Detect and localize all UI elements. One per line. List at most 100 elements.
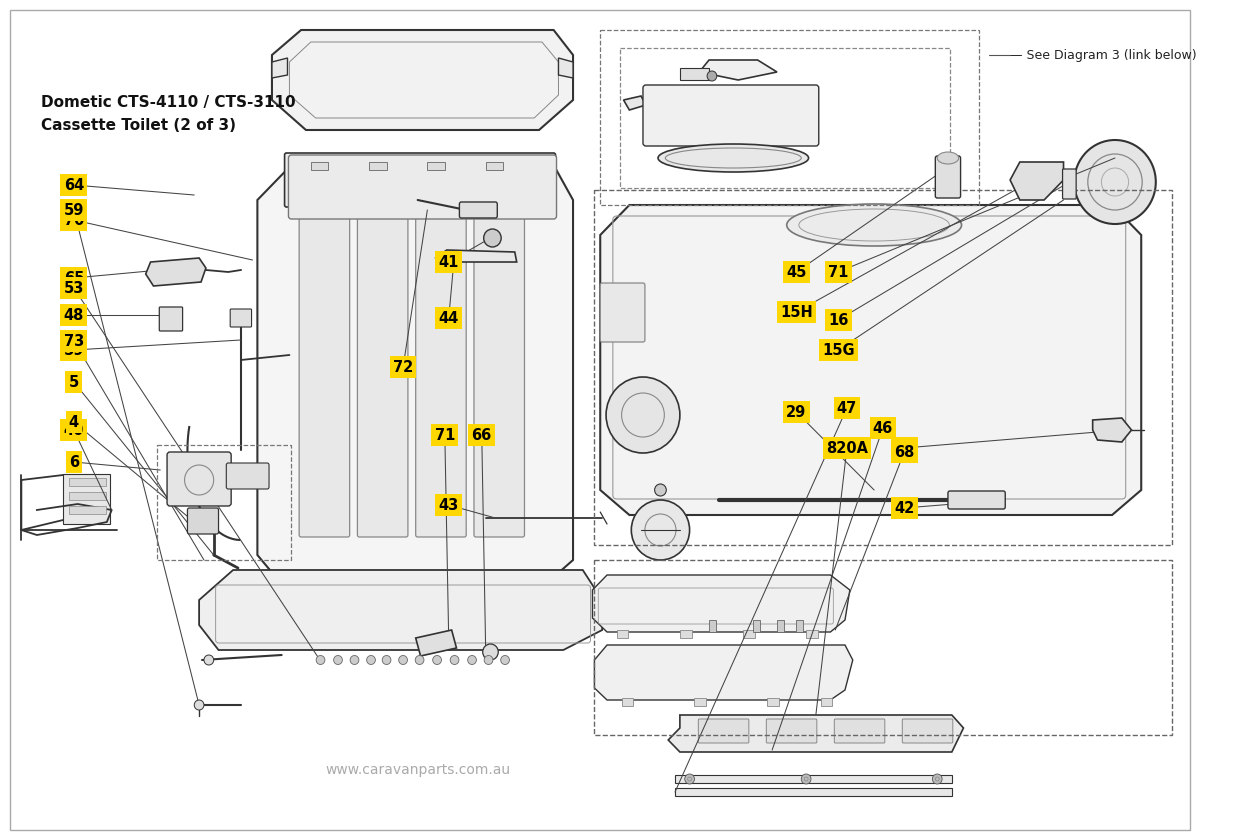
FancyBboxPatch shape [299, 213, 350, 537]
Polygon shape [594, 645, 852, 700]
FancyBboxPatch shape [416, 213, 466, 537]
Bar [427, 162, 445, 170]
Circle shape [382, 655, 391, 664]
Polygon shape [600, 205, 1141, 515]
FancyBboxPatch shape [159, 307, 183, 331]
FancyBboxPatch shape [767, 719, 816, 743]
Ellipse shape [937, 152, 958, 164]
Circle shape [684, 774, 694, 784]
Text: 46: 46 [873, 421, 893, 435]
Text: 66: 66 [472, 428, 492, 443]
Polygon shape [699, 60, 777, 80]
FancyBboxPatch shape [948, 491, 1005, 509]
FancyBboxPatch shape [230, 309, 252, 327]
Text: 71: 71 [827, 265, 848, 280]
Circle shape [802, 774, 811, 784]
Polygon shape [668, 715, 963, 752]
FancyBboxPatch shape [474, 213, 525, 537]
Text: 47: 47 [837, 401, 857, 416]
Polygon shape [257, 165, 573, 590]
Ellipse shape [787, 204, 962, 246]
Polygon shape [416, 630, 457, 656]
Text: 48: 48 [64, 307, 84, 323]
Ellipse shape [658, 144, 809, 172]
Bar [157, 445, 291, 560]
Polygon shape [435, 250, 516, 262]
Polygon shape [624, 96, 646, 110]
Text: 53: 53 [64, 281, 84, 296]
Bar [620, 48, 950, 188]
Circle shape [432, 655, 441, 664]
Bar [743, 630, 755, 638]
Circle shape [204, 655, 214, 665]
Bar [680, 630, 692, 638]
FancyBboxPatch shape [188, 508, 219, 534]
Bar [63, 474, 110, 524]
Polygon shape [1093, 418, 1131, 442]
FancyBboxPatch shape [600, 283, 645, 342]
Bar [69, 492, 106, 500]
Polygon shape [272, 58, 288, 78]
FancyBboxPatch shape [167, 452, 231, 506]
Bar [621, 698, 634, 706]
FancyBboxPatch shape [289, 155, 557, 219]
Bar [752, 620, 760, 632]
Bar [616, 630, 629, 638]
Text: 17: 17 [894, 440, 914, 455]
FancyBboxPatch shape [357, 213, 408, 537]
Text: 4: 4 [69, 414, 79, 429]
Bar [777, 620, 784, 632]
FancyBboxPatch shape [835, 719, 884, 743]
FancyBboxPatch shape [698, 719, 748, 743]
Circle shape [484, 229, 501, 247]
Text: 40: 40 [64, 423, 84, 438]
Bar [676, 788, 952, 796]
FancyBboxPatch shape [284, 153, 556, 207]
Text: 70: 70 [64, 213, 84, 228]
Bar [594, 190, 1172, 545]
FancyBboxPatch shape [643, 85, 819, 146]
Circle shape [316, 655, 325, 664]
Text: 59: 59 [64, 202, 84, 218]
Text: 15G: 15G [821, 343, 855, 358]
Polygon shape [593, 575, 850, 632]
Polygon shape [1010, 162, 1063, 200]
Bar [680, 68, 709, 80]
Text: 64: 64 [64, 177, 84, 192]
Circle shape [468, 655, 477, 664]
Text: 68: 68 [894, 444, 914, 459]
Text: 5: 5 [69, 375, 79, 390]
Circle shape [399, 655, 408, 664]
Bar [694, 698, 706, 706]
Bar [600, 30, 979, 205]
Bar [797, 620, 803, 632]
Circle shape [932, 774, 942, 784]
Circle shape [451, 655, 459, 664]
Bar [767, 698, 779, 706]
Text: 820A: 820A [826, 440, 868, 455]
Circle shape [1074, 140, 1156, 224]
Text: 71: 71 [435, 428, 454, 443]
Bar [709, 620, 716, 632]
Text: 41: 41 [438, 255, 459, 270]
Bar [69, 478, 106, 486]
Text: 72: 72 [393, 360, 414, 375]
Text: 45: 45 [787, 265, 806, 280]
Text: 73: 73 [64, 333, 84, 349]
Text: 29: 29 [787, 405, 806, 419]
Text: 44: 44 [438, 311, 459, 326]
Circle shape [415, 655, 424, 664]
Polygon shape [272, 30, 573, 130]
Text: Dometic CTS-4110 / CTS-3110: Dometic CTS-4110 / CTS-3110 [41, 95, 295, 110]
Polygon shape [146, 258, 206, 286]
Circle shape [483, 644, 498, 660]
Polygon shape [199, 570, 603, 650]
Bar [821, 698, 832, 706]
Text: 16: 16 [827, 312, 848, 328]
Circle shape [606, 377, 680, 453]
Bar [369, 162, 387, 170]
FancyBboxPatch shape [935, 156, 961, 198]
FancyBboxPatch shape [226, 463, 269, 489]
Text: 43: 43 [438, 497, 459, 512]
Circle shape [708, 71, 716, 81]
